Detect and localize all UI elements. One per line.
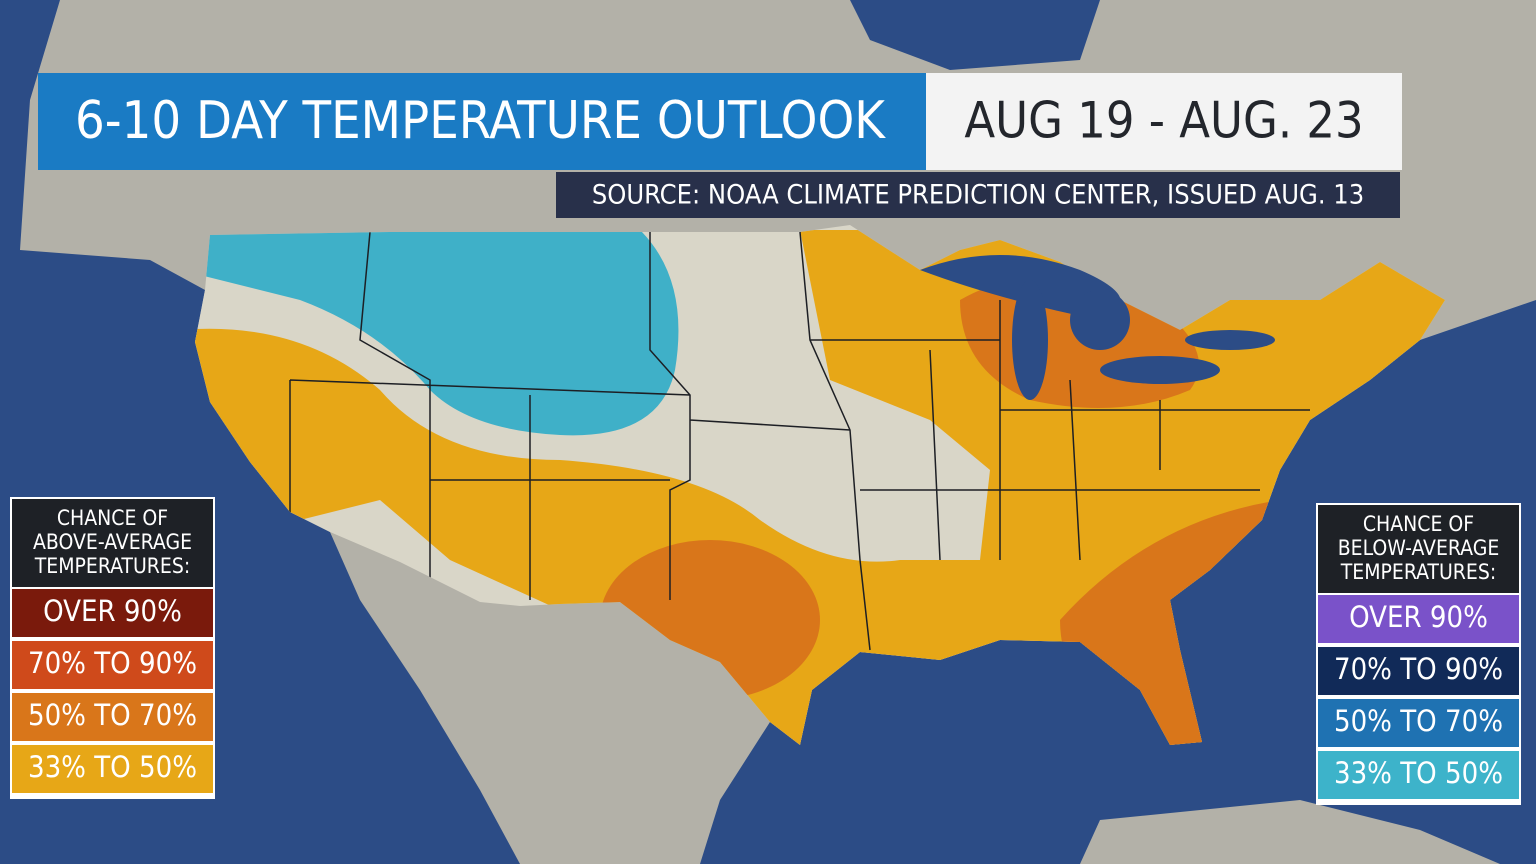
legend-label: 50% TO 70% [28,698,197,732]
hudson-bay [850,0,1100,70]
below-33-50 [195,230,679,436]
state-lines [289,231,1310,651]
legend-label: OVER 90% [1349,600,1488,634]
legend-title: CHANCE OF [1363,512,1474,536]
legend-title: TEMPERATURES: [1340,560,1496,584]
legends: CHANCE OFABOVE-AVERAGETEMPERATURES:OVER … [10,497,1521,805]
cuba [1080,800,1500,864]
legend-title: ABOVE-AVERAGE [33,530,192,554]
legend-swatch [12,693,213,741]
legend-swatch [1318,699,1519,747]
title-bar [38,73,926,170]
legend-title: CHANCE OF [57,506,168,530]
legend-swatch [12,641,213,689]
legend-swatch [1318,647,1519,695]
date-bar [926,73,1402,170]
title: 6-10 DAY TEMPERATURE OUTLOOK [75,91,886,151]
dates: AUG 19 - AUG. 23 [964,92,1363,150]
source: SOURCE: NOAA CLIMATE PREDICTION CENTER, … [592,180,1364,211]
legend-swatch [12,745,213,793]
legend-label: 50% TO 70% [1334,704,1503,738]
legend-label: OVER 90% [43,594,182,628]
legend-header [1318,505,1519,593]
legend-swatch [12,589,213,637]
legend-header [12,499,213,587]
legend-label: 33% TO 50% [1334,756,1503,790]
great-lakes [920,255,1275,400]
legend-label: 70% TO 90% [28,646,197,680]
legend-title: TEMPERATURES: [34,554,190,578]
legend-label: 33% TO 50% [28,750,197,784]
legend-title: BELOW-AVERAGE [1338,536,1500,560]
source-bar [556,172,1400,218]
legend-swatch [1318,595,1519,643]
legend-swatch [1318,751,1519,799]
legend-label: 70% TO 90% [1334,652,1503,686]
